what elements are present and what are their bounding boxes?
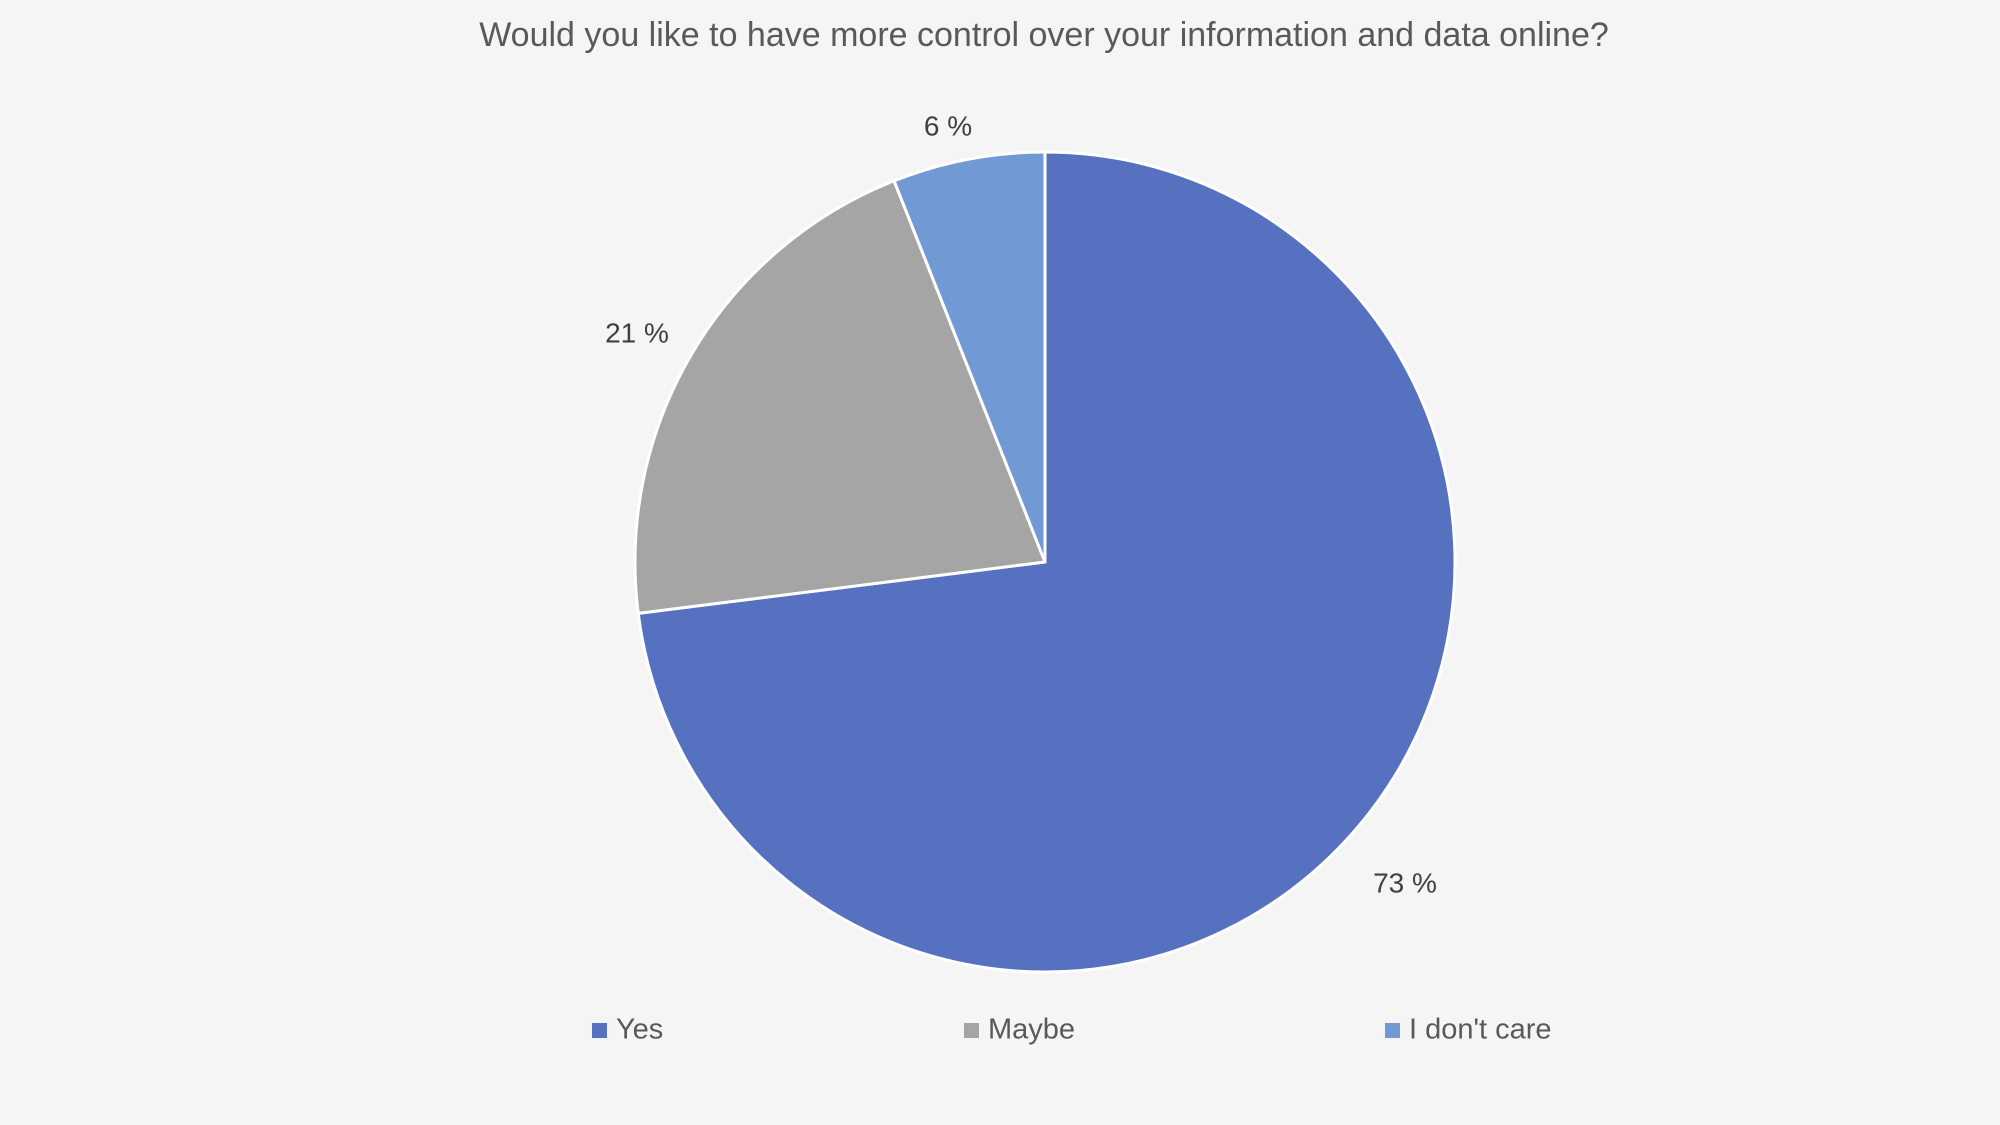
pie-slice-yes	[636, 150, 1457, 974]
pie-slice-maybe	[633, 179, 1047, 615]
legend-swatch	[964, 1023, 979, 1038]
legend-item-i-don-t-care: I don't care	[1385, 1014, 1552, 1046]
legend-label: Maybe	[988, 1014, 1075, 1046]
legend-label: I don't care	[1409, 1014, 1552, 1046]
legend-label: Yes	[616, 1014, 663, 1046]
legend-item-maybe: Maybe	[964, 1014, 1075, 1046]
legend-swatch	[592, 1023, 607, 1038]
pie-slice-i-don-t-care	[892, 150, 1047, 564]
legend: Yes Maybe I don't care	[592, 1014, 1552, 1046]
data-label-maybe: 21 %	[605, 317, 669, 348]
data-label-i-don-t-care: 6 %	[924, 110, 972, 141]
legend-item-yes: Yes	[592, 1014, 663, 1046]
pie-slices	[633, 150, 1457, 974]
data-label-yes: 73 %	[1373, 867, 1437, 898]
chart-title: Would you like to have more control over…	[479, 16, 1609, 54]
legend-swatch	[1385, 1023, 1400, 1038]
pie-data-labels: 73 % 21 % 6 %	[605, 110, 1437, 898]
